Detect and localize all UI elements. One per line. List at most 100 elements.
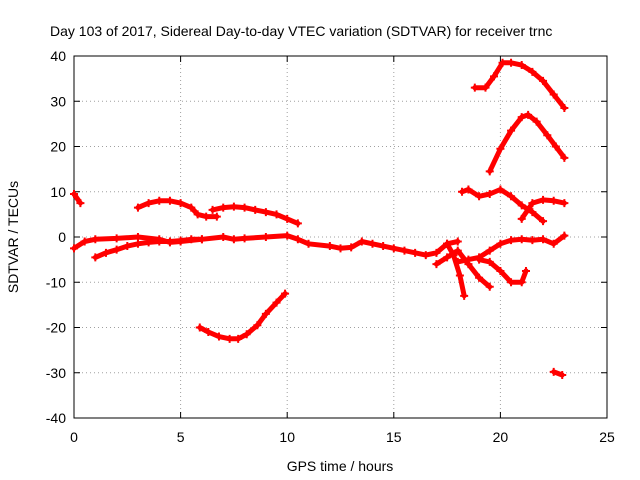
data-point [532,117,541,126]
data-point [293,219,302,228]
x-tick-label: 15 [386,429,402,445]
data-point [242,330,251,339]
data-point [517,61,526,70]
data-point [144,238,153,247]
data-point [261,233,270,241]
data-point [80,237,89,246]
data-point [528,67,537,76]
data-point [272,210,281,219]
data-point [458,187,467,196]
data-point [234,334,243,343]
data-point [368,239,377,248]
data-point [421,251,430,260]
data-point [411,248,420,257]
data-point [112,234,121,243]
data-point [195,323,204,332]
data-point [453,257,462,266]
data-point [240,203,249,212]
data-point [496,144,505,153]
data-point [507,192,516,201]
data-point [528,208,537,217]
data-point [379,242,388,251]
data-point [464,185,473,194]
data-point [76,199,85,208]
data-point [133,203,142,212]
data-point [521,266,530,275]
data-point [347,243,356,252]
y-tick-label: -40 [46,410,66,426]
data-point [400,246,409,255]
data-point [253,321,262,330]
data-point [558,371,567,380]
data-point [498,58,507,67]
data-point [475,192,484,201]
series-line-s1 [71,191,83,206]
data-point [193,210,202,219]
x-tick-label: 5 [177,429,185,445]
data-point [485,257,494,266]
data-point [485,190,494,199]
series-line-s7 [433,248,493,290]
data-point [475,273,484,282]
data-point [197,235,206,244]
data-point [112,245,121,254]
y-tick-label: -20 [46,320,66,336]
data-point [539,195,548,204]
data-point [455,271,464,280]
x-tick-label: 0 [70,429,78,445]
data-point [283,214,292,223]
data-point [539,235,548,244]
data-point [449,251,458,260]
data-point [507,126,516,135]
data-point [496,185,505,194]
data-point [464,255,473,264]
data-point [229,235,238,244]
x-tick-label: 10 [279,429,295,445]
data-point [70,244,78,253]
data-point [485,246,494,255]
data-point [517,201,526,210]
data-point [165,237,174,246]
data-point [155,196,164,205]
chart-title: Day 103 of 2017, Sidereal Day-to-day VTE… [50,23,552,39]
data-point [101,248,110,257]
data-point [176,199,185,208]
data-point [204,328,213,337]
data-point [517,235,526,244]
data-point [389,244,398,253]
data-point [490,72,499,81]
data-point [485,167,494,176]
data-point [187,235,196,244]
data-point [219,203,228,212]
axis-ticks: 0 5 10 15 20 25 -40 -30 -20 -10 0 10 20 30 40 [46,48,615,445]
data-point [261,208,270,217]
data-point [507,278,516,287]
data-point [517,278,526,287]
data-point [453,246,462,255]
data-point [202,212,211,221]
data-point [549,239,558,248]
data-point [155,237,164,246]
y-axis-label: SDTVAR / TECUs [5,181,21,293]
series-line-s13 [487,112,567,174]
data-point [432,260,441,269]
data-point [443,239,452,248]
data-point [475,255,484,264]
data-point [470,83,479,92]
y-tick-label: 0 [58,229,66,245]
data-point [460,291,469,300]
series-line-s6 [197,291,288,342]
y-tick-label: 30 [50,93,66,109]
data-point [91,253,100,262]
data-point [560,104,569,113]
data-point [70,190,78,199]
data-point [539,76,548,85]
data-point [528,236,537,245]
data-point [539,217,548,226]
data-point [549,196,558,205]
data-point [507,236,516,245]
data-point [293,235,302,244]
data-point [165,196,174,205]
data-point [453,237,462,246]
